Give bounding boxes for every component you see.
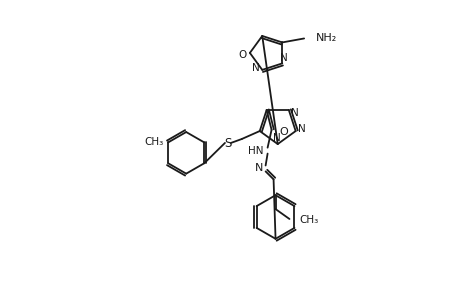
Text: O: O — [238, 50, 246, 60]
Text: NH₂: NH₂ — [315, 34, 336, 44]
Text: N: N — [254, 164, 262, 173]
Text: CH₃: CH₃ — [299, 215, 318, 225]
Text: N: N — [272, 133, 280, 143]
Text: N: N — [297, 124, 305, 134]
Text: S: S — [224, 137, 231, 150]
Text: N: N — [290, 108, 298, 118]
Text: N: N — [252, 63, 260, 73]
Text: O: O — [279, 127, 287, 137]
Text: CH₃: CH₃ — [144, 137, 163, 147]
Text: HN: HN — [247, 146, 263, 156]
Text: N: N — [280, 53, 287, 63]
